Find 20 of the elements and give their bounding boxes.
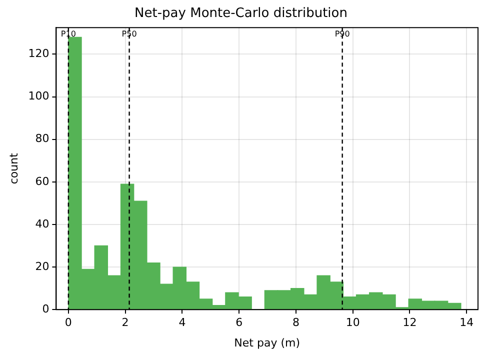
x-tick-label: 14: [460, 316, 474, 330]
x-tick-label: 12: [402, 316, 417, 330]
y-axis-title: count: [7, 152, 20, 184]
y-tick-label: 0: [42, 302, 50, 316]
x-axis-title: Net pay (m): [234, 336, 300, 350]
y-tick-label: 120: [28, 47, 50, 60]
ref-line-label: P90: [334, 30, 350, 39]
y-tick-label: 100: [28, 90, 50, 103]
x-tick-label: 8: [292, 316, 300, 330]
ref-line-label: P50: [122, 30, 137, 39]
x-tick-label: 6: [236, 316, 243, 330]
x-tick-label: 4: [178, 316, 186, 330]
x-tick-label: 0: [64, 316, 72, 330]
y-tick-label: 20: [35, 260, 50, 273]
x-tick-label: 10: [346, 316, 360, 330]
chart-title: Net-pay Monte-Carlo distribution: [134, 6, 348, 22]
y-tick-label: 80: [35, 132, 50, 146]
y-tick-label: 40: [35, 217, 50, 230]
x-tick-label: 2: [122, 316, 129, 330]
y-tick-label: 60: [35, 174, 50, 188]
